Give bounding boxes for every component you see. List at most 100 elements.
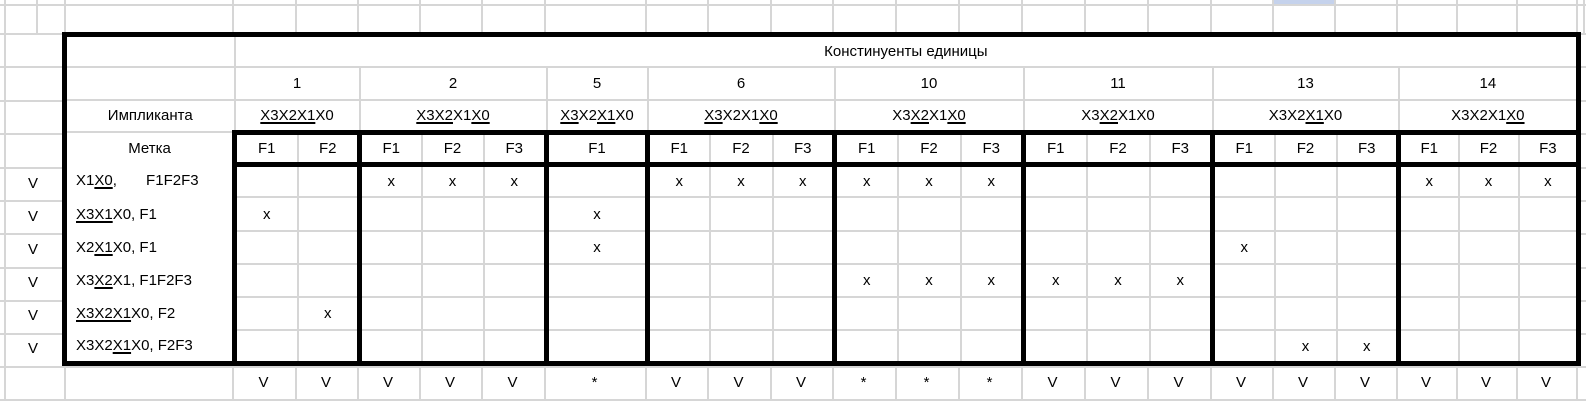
coverage-cell[interactable]	[1457, 297, 1519, 332]
coverage-cell[interactable]	[482, 230, 547, 265]
coverage-cell[interactable]	[645, 230, 710, 265]
coverage-cell[interactable]	[1085, 230, 1150, 265]
function-label[interactable]: F1	[1396, 129, 1459, 167]
coverage-cell[interactable]	[708, 197, 773, 232]
coverage-cell[interactable]	[1517, 297, 1579, 332]
function-label[interactable]: F2	[420, 129, 484, 167]
function-label[interactable]: F3	[1335, 129, 1399, 167]
constituent-number[interactable]: 14	[1397, 66, 1579, 101]
coverage-cell[interactable]	[1210, 330, 1275, 364]
row-check-mark[interactable]: V	[27, 208, 38, 225]
row-check-mark[interactable]: V	[27, 241, 38, 258]
constituent-number[interactable]: 6	[646, 66, 835, 101]
coverage-cell[interactable]	[1021, 230, 1087, 265]
coverage-cell[interactable]	[232, 230, 298, 265]
coverage-cell[interactable]	[896, 197, 961, 232]
coverage-cell[interactable]	[296, 197, 360, 232]
implicant-row-label[interactable]: X3X2X1X0, F2	[65, 297, 235, 330]
constituent-number[interactable]: 11	[1022, 66, 1213, 101]
coverage-cell[interactable]	[482, 197, 547, 232]
coverage-cell[interactable]	[296, 263, 360, 299]
row-check-mark[interactable]: V	[27, 274, 38, 291]
implicant-row-label[interactable]: X2X1X0, F1	[65, 231, 235, 264]
column-status-mark[interactable]: V	[382, 374, 393, 391]
coverage-cell[interactable]: x	[832, 263, 898, 299]
coverage-cell[interactable]	[296, 230, 360, 265]
coverage-cell[interactable]	[482, 263, 547, 299]
column-status-mark[interactable]: V	[1235, 374, 1246, 391]
coverage-cell[interactable]	[771, 330, 835, 364]
coverage-cell[interactable]	[544, 297, 648, 332]
constituent-term[interactable]: X3X2X1X0	[358, 99, 547, 133]
corner-cell[interactable]	[64, 34, 236, 68]
column-status-mark[interactable]: V	[320, 374, 331, 391]
coverage-cell[interactable]: x	[1517, 164, 1579, 199]
constituent-term[interactable]: X3X2X1X0	[646, 99, 835, 133]
constituent-number[interactable]: 5	[545, 66, 648, 101]
coverage-cell[interactable]	[232, 297, 298, 332]
column-status-mark[interactable]: V	[1420, 374, 1431, 391]
coverage-cell[interactable]	[1335, 230, 1399, 265]
coverage-cell[interactable]	[1148, 297, 1213, 332]
column-status-mark[interactable]: V	[258, 374, 269, 391]
coverage-cell[interactable]	[357, 330, 422, 364]
coverage-cell[interactable]: x	[959, 263, 1024, 299]
coverage-cell[interactable]	[771, 263, 835, 299]
coverage-cell[interactable]	[1273, 197, 1337, 232]
coverage-cell[interactable]	[1085, 297, 1150, 332]
function-label[interactable]: F2	[708, 129, 773, 167]
function-label[interactable]: F1	[645, 129, 710, 167]
constituent-term[interactable]: X3X2X1X0	[833, 99, 1024, 133]
function-label[interactable]: F1	[544, 129, 648, 167]
coverage-cell[interactable]	[1396, 263, 1459, 299]
coverage-cell[interactable]: x	[544, 197, 648, 232]
coverage-cell[interactable]	[959, 297, 1024, 332]
coverage-cell[interactable]	[708, 263, 773, 299]
coverage-cell[interactable]	[232, 164, 298, 199]
coverage-cell[interactable]	[771, 297, 835, 332]
coverage-cell[interactable]	[420, 230, 484, 265]
function-label[interactable]: F3	[959, 129, 1024, 167]
constituent-number[interactable]: 10	[833, 66, 1024, 101]
coverage-cell[interactable]	[645, 197, 710, 232]
coverage-cell[interactable]	[1396, 330, 1459, 364]
column-status-mark[interactable]: *	[591, 374, 598, 391]
coverage-cell[interactable]: x	[1335, 330, 1399, 364]
coverage-cell[interactable]	[959, 230, 1024, 265]
coverage-cell[interactable]	[959, 197, 1024, 232]
coverage-cell[interactable]	[1396, 197, 1459, 232]
function-label[interactable]: F3	[482, 129, 547, 167]
coverage-cell[interactable]	[832, 230, 898, 265]
coverage-cell[interactable]	[232, 330, 298, 364]
coverage-cell[interactable]: x	[959, 164, 1024, 199]
coverage-cell[interactable]	[482, 330, 547, 364]
column-status-mark[interactable]: V	[507, 374, 518, 391]
coverage-cell[interactable]	[1396, 230, 1459, 265]
coverage-cell[interactable]: x	[482, 164, 547, 199]
column-status-mark[interactable]: V	[1047, 374, 1058, 391]
coverage-cell[interactable]: x	[771, 164, 835, 199]
coverage-cell[interactable]	[1517, 330, 1579, 364]
coverage-cell[interactable]	[357, 297, 422, 332]
coverage-cell[interactable]: x	[896, 164, 961, 199]
coverage-cell[interactable]	[1148, 230, 1213, 265]
coverage-cell[interactable]	[357, 230, 422, 265]
constituent-number[interactable]: 1	[234, 66, 360, 101]
coverage-cell[interactable]	[232, 263, 298, 299]
coverage-cell[interactable]	[1148, 164, 1213, 199]
highlighted-cell-fragment[interactable]	[1274, 0, 1334, 4]
coverage-cell[interactable]	[1457, 263, 1519, 299]
coverage-cell[interactable]: x	[708, 164, 773, 199]
implicant-row-label[interactable]: X1X0, F1F2F3	[65, 164, 235, 197]
implicant-header[interactable]: Импликанта	[64, 99, 236, 134]
coverage-cell[interactable]	[1457, 197, 1519, 232]
coverage-cell[interactable]	[708, 297, 773, 332]
coverage-cell[interactable]	[896, 230, 961, 265]
coverage-cell[interactable]	[1148, 330, 1213, 364]
row-check-mark[interactable]: V	[27, 175, 38, 192]
coverage-cell[interactable]	[1396, 297, 1459, 332]
column-status-mark[interactable]: V	[444, 374, 455, 391]
column-status-mark[interactable]: V	[1480, 374, 1491, 391]
metka-header[interactable]: Метка	[128, 140, 171, 158]
coverage-cell[interactable]: x	[357, 164, 422, 199]
